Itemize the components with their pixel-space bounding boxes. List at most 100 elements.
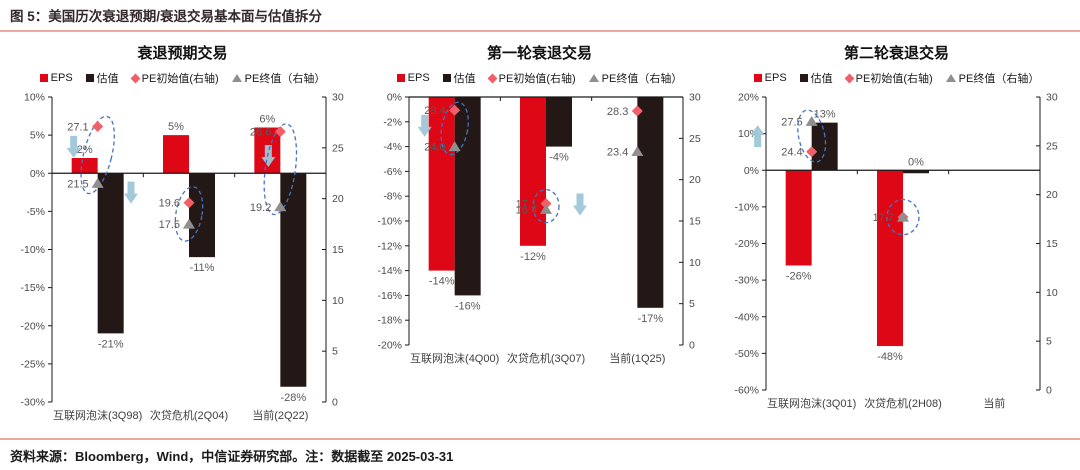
- pe-value-label: 27.5: [781, 116, 802, 128]
- right-axis-label: 15: [1046, 238, 1058, 250]
- pe-start-marker: [91, 120, 103, 132]
- pe-value-label: 23.4: [606, 147, 627, 159]
- right-axis-label: 0: [1046, 385, 1052, 397]
- left-axis-label: 0%: [743, 165, 758, 177]
- valuation-bar: [902, 170, 929, 174]
- legend-item-pe-start: PE初始值(右轴): [487, 70, 576, 86]
- chart-legend: EPS 估值 PE初始值(右轴) PE终值（右轴）: [361, 70, 718, 86]
- pe-start-marker: [183, 197, 194, 209]
- right-axis-label: 5: [1046, 336, 1052, 348]
- x-category-label: 互联网泡沫(3Q98): [53, 408, 142, 422]
- legend-label: PE终值（右轴）: [244, 73, 326, 85]
- left-axis-label: -8%: [383, 191, 402, 203]
- right-axis-label: 15: [332, 244, 344, 256]
- pe-end-marker: [630, 146, 643, 157]
- chart-plot: 20%10%0%-10%-20%-30%-40%-50%-60%30252015…: [734, 92, 1058, 411]
- legend-item-valuation: 估值: [85, 70, 119, 86]
- triangle-marker-icon: [945, 74, 956, 82]
- chart-legend: EPS 估值 PE初始值(右轴) PE终值（右轴）: [4, 70, 361, 86]
- legend-item-valuation: 估值: [442, 70, 476, 86]
- left-axis-label: -30%: [20, 397, 45, 409]
- left-axis-label: -18%: [377, 315, 402, 327]
- pe-value-label: 24.0: [424, 142, 445, 154]
- pe-start-marker: [274, 126, 286, 138]
- pe-value-label: 24.4: [781, 147, 802, 159]
- x-category-label: 当前(2Q22): [252, 408, 308, 422]
- right-axis-label: 10: [1046, 287, 1058, 299]
- left-axis-label: -15%: [20, 282, 45, 294]
- x-category-label: 次贷危机(3Q07): [506, 351, 584, 365]
- pe-value-label: 28.3: [606, 106, 627, 118]
- legend-label: 估值: [453, 73, 476, 85]
- x-category-label: 当前(1Q25): [609, 351, 665, 365]
- eps-bar: [785, 170, 812, 266]
- left-axis-label: -16%: [377, 290, 402, 302]
- valuation-bar-label: -16%: [454, 300, 480, 312]
- eps-swatch-icon: [39, 74, 48, 82]
- right-axis-label: 30: [1046, 92, 1058, 104]
- valuation-bar: [636, 97, 663, 308]
- eps-bar: [519, 97, 546, 246]
- highlight-ellipse: [174, 186, 203, 242]
- legend-item-pe-end: PE终值（右轴）: [945, 70, 1039, 86]
- eps-bar-label: 6%: [259, 114, 275, 126]
- left-axis-label: 0%: [386, 92, 401, 104]
- left-axis-label: -25%: [20, 358, 45, 370]
- eps-bar-label: -14%: [428, 276, 454, 288]
- legend-item-valuation: 估值: [799, 70, 833, 86]
- right-axis-label: 25: [1046, 140, 1058, 152]
- legend-label: EPS: [407, 72, 430, 84]
- pe-value-label: 17.5: [158, 219, 179, 231]
- pe-start-marker: [805, 146, 817, 158]
- valuation-bar-label: 0%: [908, 156, 924, 168]
- pe-end-marker: [182, 218, 195, 229]
- left-axis-label: -30%: [734, 275, 759, 287]
- valuation-swatch-icon: [799, 74, 808, 82]
- pe-value-label: 27.1: [67, 121, 88, 133]
- eps-bar: [876, 170, 903, 347]
- x-category-label: 当前: [983, 396, 1005, 410]
- down-arrow-icon: [260, 144, 275, 167]
- valuation-bar: [97, 173, 124, 334]
- right-axis-label: 5: [332, 346, 338, 358]
- diamond-marker-icon: [130, 73, 141, 83]
- down-arrow-icon: [66, 135, 81, 158]
- chart-title: 第一轮衰退交易: [486, 45, 592, 62]
- eps-bar-label: 2%: [76, 144, 92, 156]
- pe-start-marker: [631, 105, 643, 117]
- right-axis-label: 0: [332, 397, 338, 409]
- chart-title: 第二轮衰退交易: [843, 45, 949, 62]
- figure-title: 图 5：美国历次衰退预期/衰退交易基本面与估值拆分: [0, 0, 1080, 32]
- x-category-label: 互联网泡沫(4Q00): [410, 351, 499, 365]
- eps-bar: [162, 135, 189, 174]
- valuation-bar-label: -17%: [637, 313, 663, 325]
- left-axis-label: 5%: [29, 130, 44, 142]
- highlight-ellipse: [885, 198, 920, 236]
- triangle-marker-icon: [231, 74, 242, 82]
- left-axis-label: 10%: [23, 92, 44, 104]
- legend-label: 估值: [810, 73, 833, 85]
- legend-item-pe-start: PE初始值(右轴): [844, 70, 933, 86]
- eps-swatch-icon: [753, 74, 762, 82]
- right-axis-label: 20: [689, 174, 701, 186]
- pe-value-label: 16.4: [515, 204, 536, 216]
- pe-end-marker: [805, 115, 818, 126]
- pe-end-marker: [273, 201, 286, 212]
- pe-end-marker: [896, 211, 909, 222]
- pe-value-label: 17.1: [515, 199, 536, 211]
- left-axis-label: -20%: [377, 340, 402, 352]
- x-category-label: 次贷危机(2Q04): [149, 408, 227, 422]
- valuation-swatch-icon: [85, 74, 94, 82]
- legend-item-pe-end: PE终值（右轴）: [231, 70, 326, 86]
- pe-value-label: 19.6: [158, 198, 179, 210]
- right-axis-label: 25: [689, 133, 701, 145]
- left-axis-label: -12%: [377, 240, 402, 252]
- left-axis-label: -14%: [377, 265, 402, 277]
- left-axis-label: -2%: [383, 116, 402, 128]
- left-axis-label: 20%: [737, 92, 758, 104]
- right-axis-label: 20: [332, 193, 344, 205]
- eps-bar-label: 5%: [168, 121, 184, 133]
- valuation-bar-label: -28%: [280, 392, 306, 404]
- eps-bar: [428, 97, 455, 271]
- left-axis-label: -10%: [734, 201, 759, 213]
